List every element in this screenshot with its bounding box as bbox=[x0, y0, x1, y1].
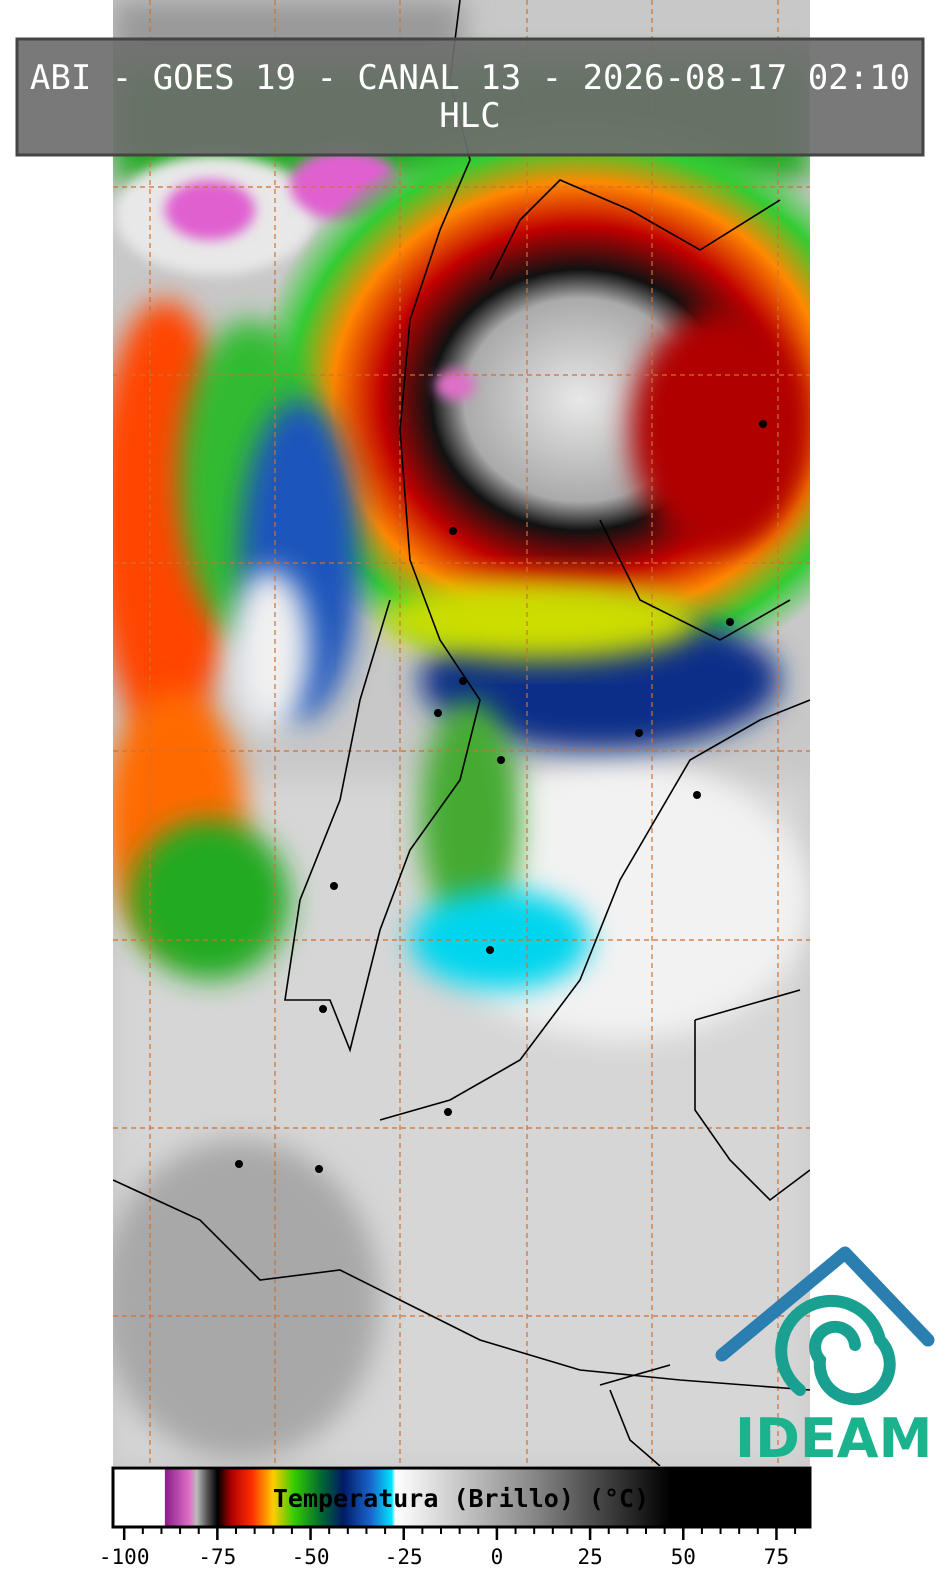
title-box bbox=[15, 37, 925, 157]
tick-label: 75 bbox=[764, 1545, 789, 1569]
tick-label: 50 bbox=[671, 1545, 696, 1569]
tick-label: -25 bbox=[385, 1545, 423, 1569]
tick-label: 25 bbox=[577, 1545, 602, 1569]
logo-text: IDEAM bbox=[735, 1407, 932, 1470]
colorbar-gradient bbox=[111, 1466, 812, 1529]
tick-label: -100 bbox=[99, 1545, 150, 1569]
title: ABI - GOES 19 - CANAL 13 - 2026-08-17 02… bbox=[30, 58, 910, 98]
colorbar: Temperatura (Brillo) (°C) -100 -75 -50 -25 0… bbox=[99, 1466, 812, 1569]
logo: IDEAM bbox=[715, 1246, 935, 1470]
colorbar-label: Temperatura (Brillo) (°C) bbox=[273, 1484, 649, 1513]
tick-label: -75 bbox=[198, 1545, 236, 1569]
subtitle: HLC bbox=[439, 96, 500, 136]
tick-label: -50 bbox=[292, 1545, 330, 1569]
imagery bbox=[113, 0, 810, 1466]
tick-label: 0 bbox=[491, 1545, 504, 1569]
